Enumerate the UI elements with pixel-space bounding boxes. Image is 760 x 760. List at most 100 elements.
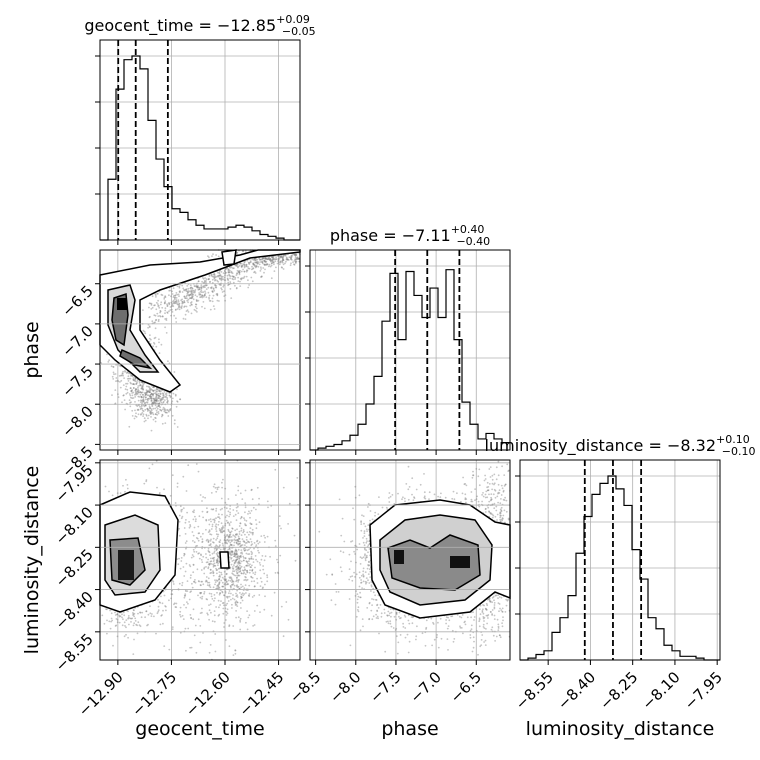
sample-point [181,614,184,617]
sample-point [221,291,224,293]
sample-point [285,258,288,260]
sample-point [208,529,211,531]
sample-point [239,278,242,280]
sample-point [236,572,239,574]
sample-point [202,285,205,288]
sample-point [126,391,129,394]
sample-point [154,407,157,410]
sample-point [170,597,173,600]
sample-point [266,576,269,579]
sample-point [161,392,164,395]
sample-point [208,564,211,566]
sample-point [212,560,215,563]
sample-point [237,266,239,269]
sample-point [223,570,226,573]
sample-point [197,618,200,621]
sample-point [161,414,164,417]
sample-point [261,261,264,264]
sample-point [163,298,166,300]
sample-point [161,602,164,605]
sample-point [205,280,208,282]
sample-point [233,275,235,278]
sample-point [258,594,261,596]
sample-point [239,617,242,620]
sample-point [227,579,230,582]
sample-point [137,413,140,416]
sample-point [153,386,156,389]
sample-point [256,539,259,542]
sample-point [226,602,229,605]
sample-point [248,584,251,587]
sample-point [244,573,247,575]
sample-point [170,314,172,317]
sample-point [234,264,237,266]
sample-point [232,281,235,284]
sample-point [229,585,232,587]
sample-point [195,551,198,553]
sample-point [235,494,237,496]
panel-2-2 [515,459,721,665]
sample-point [188,598,191,601]
sample-point [202,281,205,284]
sample-point [235,265,238,267]
sample-point [212,570,214,573]
sample-point [201,500,203,502]
sample-point [193,541,196,544]
sample-point [132,653,135,655]
sample-point [122,484,124,487]
sample-point [261,258,263,261]
sample-point [250,580,253,583]
sample-point [219,539,222,542]
sample-point [186,580,189,582]
sample-point [235,566,238,568]
sample-point [200,559,203,561]
sample-point [233,564,235,566]
sample-point [281,261,284,264]
sample-point [184,594,187,597]
sample-point [272,257,275,260]
sample-point [118,614,121,617]
sample-point [256,486,259,489]
sample-point [267,258,270,260]
sample-point [245,524,248,527]
sample-point [116,492,119,494]
sample-point [178,308,181,311]
sample-point [192,295,194,298]
sample-point [278,263,281,266]
sample-point [149,612,152,615]
sample-point [188,297,191,300]
sample-point [238,273,241,276]
sample-point [252,267,254,270]
sample-point [255,544,258,546]
sample-point [158,394,161,397]
sample-point [150,615,153,617]
sample-point [140,399,143,402]
sample-point [211,278,214,281]
sample-point [184,318,187,320]
sample-point [226,278,229,281]
sample-point [173,422,176,425]
sample-point [149,413,152,415]
sample-point [159,390,162,393]
sample-point [228,522,231,525]
sample-point [214,486,217,489]
sample-point [256,582,259,584]
sample-point [213,614,216,617]
sample-point [245,536,248,538]
sample-point [158,395,161,398]
sample-point [150,392,153,395]
sample-point [153,314,156,316]
sample-point [193,550,196,553]
sample-point [156,393,158,396]
sample-point [154,321,157,324]
sample-point [259,564,262,566]
sample-point [218,300,220,302]
sample-point [256,604,259,607]
sample-point [150,412,152,415]
sample-point [185,310,188,312]
sample-point [261,261,264,264]
sample-point [240,534,243,536]
sample-point [141,399,144,402]
sample-point [209,518,212,520]
sample-point [219,592,222,594]
